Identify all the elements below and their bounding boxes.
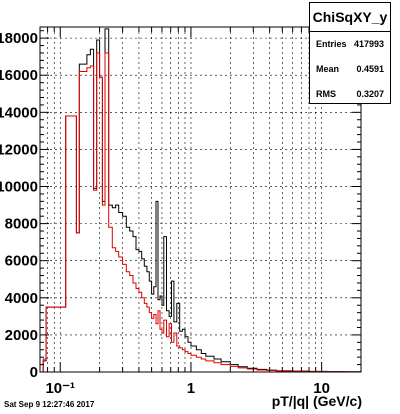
axes: [39, 26, 362, 373]
x-tick-label: 10: [313, 380, 330, 397]
x-tick-label: 1: [187, 380, 195, 397]
histogram-series: [40, 28, 362, 373]
rms-value: 0.3207: [356, 89, 384, 99]
plot-frame: [39, 26, 362, 373]
y-tick-label: 8000: [5, 216, 38, 233]
stats-row-entries: Entries 417993: [310, 32, 390, 57]
mean-value: 0.4591: [356, 64, 384, 74]
stats-row-mean: Mean 0.4591: [310, 57, 390, 82]
stats-row-rms: RMS 0.3207: [310, 82, 390, 107]
stats-title: ChiSqXY_y: [310, 3, 390, 32]
y-tick-label: 0: [30, 364, 38, 381]
timestamp: Sat Sep 9 12:27:46 2017: [4, 400, 95, 409]
stats-box: ChiSqXY_y Entries 417993 Mean 0.4591 RMS…: [309, 2, 391, 104]
y-tick-label: 18000: [0, 30, 38, 47]
y-tick-label: 16000: [0, 67, 38, 84]
y-tick-label: 4000: [5, 290, 38, 307]
y-tick-label: 10000: [0, 179, 38, 196]
histogram-series-1: [40, 52, 362, 373]
rms-label: RMS: [316, 89, 336, 99]
y-tick-label: 12000: [0, 141, 38, 158]
x-tick-label: 10⁻¹: [45, 380, 75, 397]
mean-label: Mean: [316, 64, 340, 74]
histogram-series-0: [40, 28, 362, 373]
grid-lines: [40, 27, 361, 372]
y-tick-label: 14000: [0, 104, 38, 121]
tick-labels: 0 2000 4000 6000 8000 10000 12000 14000 16000 180…: [0, 30, 330, 397]
x-axis-title: pT/|q| (GeV/c): [272, 393, 362, 409]
entries-value: 417993: [353, 39, 384, 49]
entries-label: Entries: [316, 39, 347, 49]
y-tick-label: 2000: [5, 327, 38, 344]
y-tick-label: 6000: [5, 253, 38, 270]
